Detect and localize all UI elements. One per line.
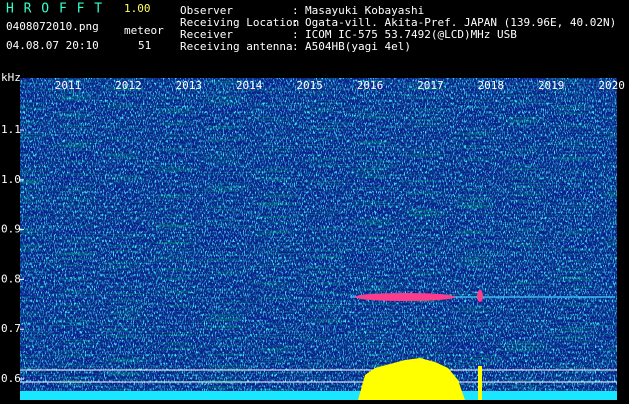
spectrogram (20, 78, 617, 400)
y-tick-label: 0.7 (1, 322, 21, 335)
time-label: 2017 (417, 79, 444, 92)
time-label: 2019 (538, 79, 565, 92)
y-tick-label: 0.6 (1, 372, 21, 385)
counter-label: meteor (124, 24, 164, 37)
info-label: Receiving Location (180, 16, 299, 29)
time-label: 2018 (478, 79, 505, 92)
time-label: 2015 (296, 79, 323, 92)
app-version: 1.00 (124, 2, 151, 15)
noise-speckle (20, 78, 617, 400)
signal-level-strip (20, 391, 617, 400)
time-label: 2011 (55, 79, 82, 92)
y-tick-label: 1.1 (1, 123, 21, 136)
counter: 51 (138, 39, 151, 52)
info-label: Receiver (180, 28, 233, 41)
info-value: Masayuki Kobayashi (305, 4, 424, 17)
info-separator: : (292, 28, 299, 41)
info-value: A504HB(yagi 4el) (305, 40, 411, 53)
axis-unit: kHz (1, 71, 21, 84)
time-label: 2012 (115, 79, 142, 92)
time-label: 2014 (236, 79, 263, 92)
y-tick-label: 1.0 (1, 173, 21, 186)
info-value: ICOM IC-575 53.7492(@LCD)MHz USB (305, 28, 517, 41)
y-tick-label: 0.8 (1, 272, 21, 285)
timestamp: 04.08.07 20:10 (6, 39, 99, 52)
meteor-echo (477, 290, 483, 302)
y-tick-label: 0.9 (1, 223, 21, 236)
signal-level-peak (478, 366, 482, 400)
app-name: H R O F F T (6, 2, 103, 17)
info-label: Observer (180, 4, 233, 17)
right-margin (617, 78, 629, 400)
info-value: Ogata-vill. Akita-Pref. JAPAN (139.96E, … (305, 16, 616, 29)
meteor-echo (355, 293, 455, 301)
info-separator: : (292, 40, 299, 53)
time-label: 2016 (357, 79, 384, 92)
time-label: 2013 (176, 79, 203, 92)
info-separator: : (292, 16, 299, 29)
file-name: 0408072010.png (6, 20, 99, 33)
signal-level-peak (358, 358, 465, 400)
info-label: Receiving antenna (180, 40, 293, 53)
info-separator: : (292, 4, 299, 17)
time-label: 2020 (598, 79, 625, 92)
